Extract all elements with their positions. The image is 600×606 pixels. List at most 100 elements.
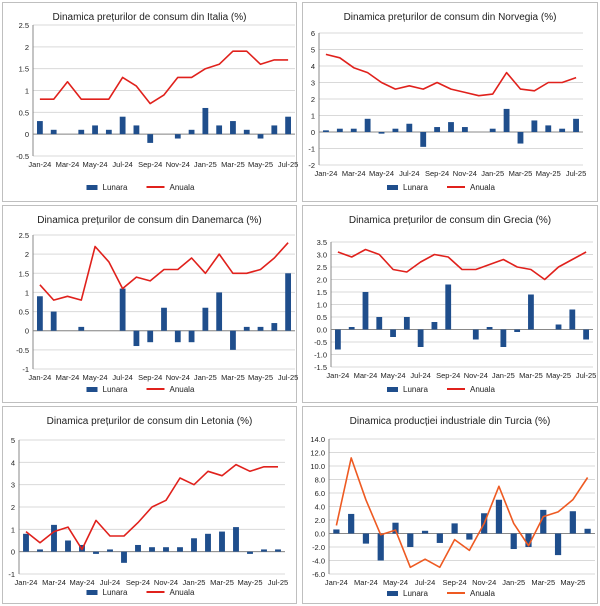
- y-tick-label: -2.0: [312, 543, 325, 552]
- bar-Feb-24: [50, 311, 57, 331]
- y-tick-label: -1: [308, 145, 315, 154]
- bar-Jul-25: [285, 116, 292, 135]
- x-tick-label: Sep-24: [138, 373, 162, 382]
- bar-Apr-24: [364, 118, 371, 132]
- x-tick-label: Mar-25: [221, 160, 245, 169]
- bar-Sep-24: [135, 544, 141, 552]
- bar-Jun-24: [93, 551, 99, 554]
- bar-Jul-24: [119, 288, 126, 331]
- y-tick-label: 12.0: [310, 449, 325, 458]
- y-tick-label: 1: [25, 288, 29, 297]
- y-tick-label: 2: [25, 43, 29, 52]
- series-line-anuala: [25, 463, 278, 551]
- y-tick-label: -0.5: [314, 338, 327, 347]
- bar-Jul-25: [275, 549, 281, 552]
- y-tick-label: 4: [311, 62, 315, 71]
- y-tick-label: 3: [311, 79, 315, 88]
- x-tick-label: Mar-25: [519, 371, 543, 380]
- x-tick-label: Sep-24: [126, 578, 150, 587]
- bar-Feb-25: [205, 533, 211, 552]
- bar-Mar-24: [51, 524, 57, 552]
- bar-Jul-24: [107, 549, 113, 552]
- x-tick-label: Mar-24: [342, 169, 366, 178]
- bar-Mar-25: [230, 121, 236, 135]
- bar-Jan-25: [191, 538, 197, 552]
- x-tick-label: Jan-24: [314, 169, 337, 178]
- legend-label-lunara: Lunara: [103, 183, 128, 192]
- x-tick-label: May-24: [369, 169, 394, 178]
- x-tick-label: Nov-24: [166, 373, 190, 382]
- bar-Jan-25: [510, 533, 517, 550]
- legend-swatch-lunara: [387, 185, 398, 190]
- bar-Sep-24: [147, 330, 154, 343]
- chart-panel-danemarca: Dinamica prețurilor de consum din Danema…: [2, 205, 298, 403]
- bar-Mar-25: [540, 509, 547, 534]
- bar-Feb-24: [348, 327, 355, 330]
- bar-May-25: [257, 134, 264, 139]
- bar-Jan-25: [489, 128, 496, 132]
- x-tick-label: Jul-24: [100, 578, 120, 587]
- bar-Sep-24: [147, 134, 154, 143]
- y-tick-label: -1: [22, 365, 29, 374]
- bar-Mar-24: [362, 533, 370, 544]
- y-tick-label: 3.5: [317, 238, 327, 247]
- bar-Apr-25: [554, 533, 562, 556]
- bar-May-25: [569, 511, 576, 534]
- x-tick-label: Jul-25: [268, 578, 288, 587]
- series-line-anuala: [39, 242, 289, 301]
- x-tick-label: Jan-25: [492, 371, 515, 380]
- bar-Aug-24: [436, 533, 443, 543]
- bar-Apr-25: [243, 326, 250, 331]
- bar-Jan-25: [202, 107, 209, 135]
- bar-Mar-24: [350, 128, 357, 132]
- bar-Apr-25: [531, 120, 538, 132]
- x-tick-label: Nov-24: [472, 578, 496, 587]
- bar-Dec-24: [188, 129, 195, 135]
- y-tick-label: 0: [25, 327, 29, 336]
- x-tick-label: May-24: [83, 373, 108, 382]
- y-tick-label: -6.0: [312, 570, 325, 579]
- y-tick-label: 8.0: [315, 476, 325, 485]
- bar-Mar-25: [528, 294, 534, 330]
- bar-Jun-24: [407, 533, 414, 547]
- bar-Aug-24: [420, 132, 427, 147]
- x-tick-label: Mar-24: [56, 160, 80, 169]
- y-tick-label: -4.0: [312, 557, 325, 566]
- y-tick-label: 1.5: [19, 65, 29, 74]
- y-tick-label: 4.0: [315, 503, 325, 512]
- bar-Aug-24: [121, 551, 127, 563]
- y-tick-label: 0.0: [317, 326, 327, 335]
- y-tick-label: 2.0: [317, 276, 327, 285]
- x-tick-label: Mar-25: [221, 373, 245, 382]
- bar-Mar-25: [219, 531, 225, 552]
- bar-Oct-24: [448, 122, 454, 132]
- bar-Oct-24: [466, 533, 473, 540]
- y-tick-label: 1: [11, 525, 15, 534]
- bar-Jan-24: [36, 296, 43, 331]
- x-tick-label: Jan-24: [325, 578, 348, 587]
- bar-Jun-24: [392, 128, 399, 132]
- bar-Oct-24: [161, 307, 167, 331]
- bar-Dec-24: [495, 499, 503, 534]
- chart-svg: -0.5 0 0.5 1 1.5 2 2.5 Jan-24 Mar-24 May-24 Jul-24…: [16, 21, 298, 192]
- y-tick-label: 1: [25, 87, 29, 96]
- bar-Jan-24: [334, 329, 341, 350]
- y-tick-label: 1.5: [19, 269, 29, 278]
- bar-Jun-25: [261, 549, 267, 552]
- y-tick-label: 14.0: [310, 435, 325, 444]
- bar-Sep-24: [451, 523, 458, 534]
- bar-Nov-24: [461, 127, 468, 132]
- legend-swatch-lunara: [387, 591, 398, 596]
- y-tick-label: 5: [11, 436, 15, 445]
- bar-Apr-24: [377, 533, 384, 561]
- x-tick-label: Jan-24: [15, 578, 38, 587]
- x-tick-label: Jul-25: [566, 169, 586, 178]
- y-tick-label: 2.5: [317, 263, 327, 272]
- bar-Jun-25: [559, 128, 566, 132]
- chart-panel-letonia: Dinamica prețurilor de consum din Letoni…: [2, 406, 297, 604]
- bar-May-24: [378, 132, 385, 134]
- y-tick-label: 0: [25, 130, 29, 139]
- bar-Dec-24: [188, 330, 195, 343]
- y-tick-label: -1: [8, 570, 15, 579]
- bar-Apr-25: [233, 527, 239, 552]
